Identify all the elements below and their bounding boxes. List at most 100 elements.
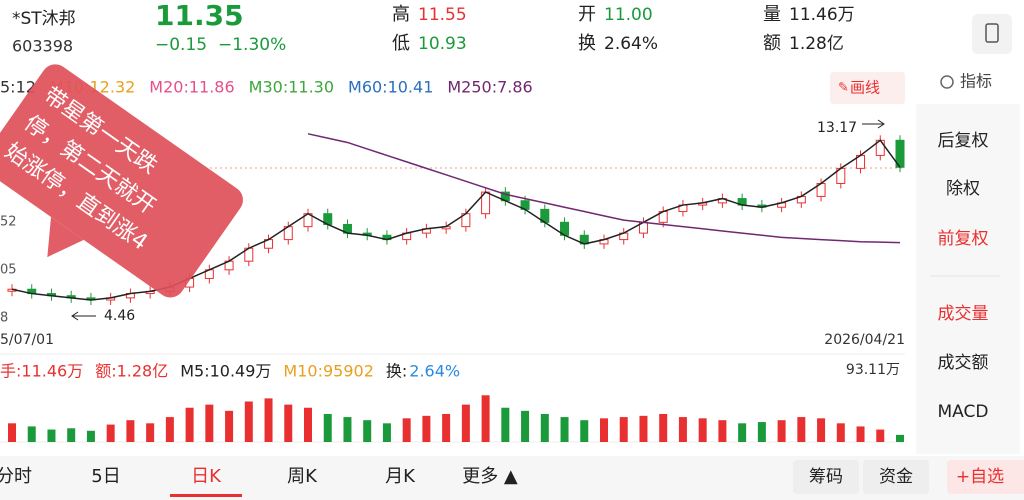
price: 11.35 [155,0,244,32]
draw-button-label: 画线 [850,79,880,97]
button-bg [863,460,929,494]
volume-bar [698,418,707,442]
volume-bar [659,413,668,442]
button[interactable]: 筹码 [809,467,843,487]
stat-label: 高 [392,4,410,25]
volume-bar [27,426,36,442]
stat-label: 量 [763,4,781,25]
stock-name: *ST沐邦 [12,9,76,29]
volume-bar [86,430,95,442]
volume-bar [442,413,451,442]
tab[interactable]: 日K [191,466,222,487]
volume-bar [600,418,608,442]
side-item[interactable]: 后复权 [938,131,989,151]
volume-bar [284,404,293,442]
button-bg [793,460,859,494]
change: −0.15 [155,35,207,55]
volume-bar [323,413,332,442]
volume-bar [382,423,391,442]
volume-bar [836,423,845,442]
stat-value: 11.55 [418,5,467,25]
date-start: 5/07/01 [0,332,54,348]
volume-bar [47,429,56,442]
volume-bar [521,410,530,442]
volume-bar [738,423,747,442]
volume-bar [402,418,411,442]
volume-legend: M10:95902 [283,362,373,381]
volume-legend: 额:1.28亿 [95,362,168,381]
volume-bar [205,404,214,442]
volume-bar [363,420,372,442]
volume-bar [639,415,648,442]
tab[interactable]: 周K [287,466,318,487]
high-arrow [862,119,885,129]
date-end: 2026/04/21 [824,332,905,348]
callout-tail [47,216,84,258]
volume-bar [225,410,234,442]
button-bg [947,460,1024,494]
pen-icon: ✎ [838,81,849,96]
tab[interactable]: 5日 [91,466,120,487]
volume-bar [67,428,76,442]
volume-bar [126,420,135,442]
tab[interactable]: 分时 [0,466,32,487]
volume-legend: M5:10.49万 [180,362,271,381]
draw-button[interactable] [830,72,905,104]
ma-label: M20:11.86 [149,78,234,97]
volume-bar [106,424,115,442]
y-axis-label: 05 [0,263,17,278]
tab[interactable]: 更多 ▲ [462,466,518,487]
volume-max: 93.11万 [846,362,900,378]
volume-bar [481,395,490,442]
gear-icon [940,75,954,89]
stat-label: 额 [763,33,781,54]
change-pct: −1.30% [218,35,286,55]
tab-underline [170,494,242,497]
button[interactable]: 资金 [879,467,913,487]
volume-bar [757,422,766,442]
volume-bar [244,401,253,442]
volume-bar [580,420,589,442]
stat-label: 开 [578,4,596,25]
volume-bar [501,407,510,442]
side-item[interactable]: 成交额 [938,353,989,373]
volume-bar [146,423,155,442]
ma-label: M250:7.86 [447,78,532,97]
side-item[interactable]: 前复权 [938,229,989,249]
volume-legend: 2.64% [409,362,460,381]
volume-bar [560,417,569,442]
volume-bar [422,415,431,442]
volume-legend: 换: [386,362,407,381]
low-label: 4.46 [104,308,135,324]
stat-value: 11.00 [604,5,653,25]
high-label: 13.17 [817,120,857,136]
volume-bar [718,420,727,442]
button[interactable]: +自选 [956,467,1004,487]
volume-legend: 手:11.46万 [0,362,83,381]
volume-bar [540,413,549,442]
side-title: 指标 [960,72,992,91]
volume-bar [856,426,865,442]
stat-value: 2.64% [604,34,658,54]
volume-bar [619,417,628,442]
side-item[interactable]: MACD [938,402,989,422]
side-item[interactable]: 成交量 [938,304,989,324]
volume-bar [264,398,273,442]
volume-bar [343,417,352,442]
volume-bar [777,420,786,442]
tab[interactable]: 月K [385,466,416,487]
y-axis-label: 8 [0,311,8,326]
volume-bar [165,417,174,442]
volume-bar [896,434,904,442]
stat-label: 换 [578,33,596,54]
volume-bar [461,404,470,442]
volume-bar [876,429,885,442]
side-item[interactable]: 除权 [946,179,980,199]
ma-label: 5:12 [0,78,36,97]
stat-value: 10.93 [418,34,467,54]
y-axis-label: 52 [0,215,17,230]
volume-bar [8,423,16,442]
callout-box [0,64,243,298]
volume-bar [797,417,806,442]
